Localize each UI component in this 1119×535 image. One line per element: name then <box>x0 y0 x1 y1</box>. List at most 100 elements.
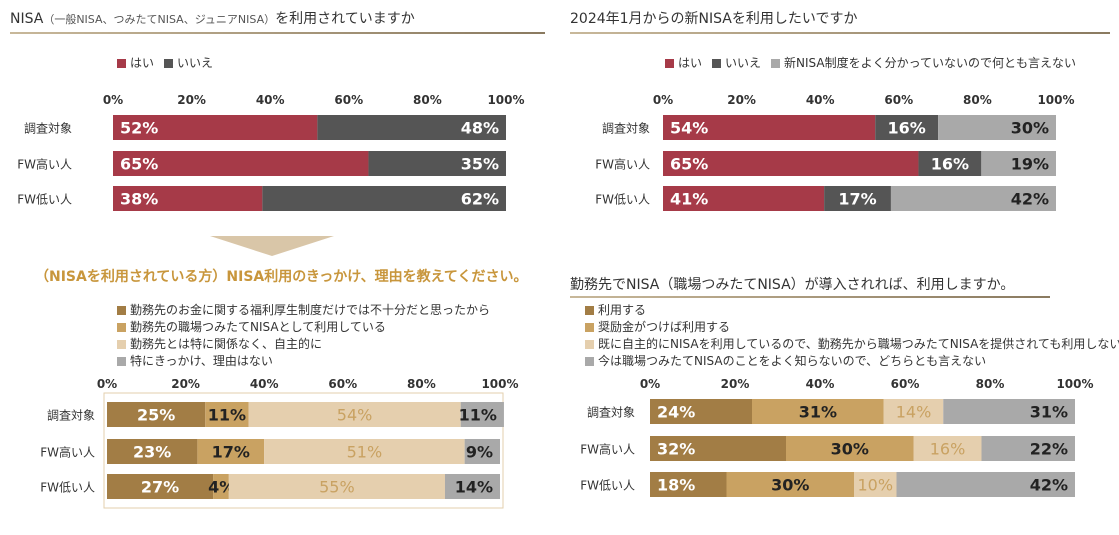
bar-segment <box>663 151 919 176</box>
bar-segment <box>464 439 500 464</box>
x-tick-label: 100% <box>1037 93 1074 107</box>
x-tick-label: 60% <box>334 93 363 107</box>
bar-segment <box>107 402 206 427</box>
data-label: 14% <box>455 478 493 497</box>
bar-segment <box>786 436 914 461</box>
legend-swatch <box>117 306 126 315</box>
data-label: 55% <box>319 478 355 497</box>
x-tick-label: 100% <box>487 93 524 107</box>
data-label: 42% <box>1011 190 1049 209</box>
bar-segment <box>663 186 825 211</box>
data-label: 30% <box>1011 119 1049 138</box>
data-label: 41% <box>670 190 708 209</box>
legend-item: 利用する <box>585 302 1119 319</box>
x-tick-label: 60% <box>328 377 357 391</box>
legend-label: 勤務先のお金に関する福利厚生制度だけでは不十分だと思ったから <box>130 303 491 317</box>
legend-swatch <box>585 306 594 315</box>
chart-legend: はい いいえ 新NISA制度をよく分かっていないので何とも言えない <box>665 55 1086 72</box>
x-tick-label: 20% <box>177 93 206 107</box>
data-label: 62% <box>461 190 499 209</box>
legend-swatch <box>117 340 126 349</box>
legend-label: 勤務先とは特に関係なく、自主的に <box>130 337 323 351</box>
bar-segment <box>918 151 982 176</box>
data-label: 30% <box>771 476 809 495</box>
legend-swatch <box>771 59 781 68</box>
legend-item: 奨励金がつけば利用する <box>585 319 1119 336</box>
data-label: 54% <box>337 406 373 425</box>
bar-segment <box>248 402 461 427</box>
legend-label: 勤務先の職場つみたてNISAとして利用している <box>130 320 386 334</box>
plot-frame <box>103 392 504 509</box>
x-tick-label: 0% <box>640 377 660 391</box>
bar-segment <box>890 186 1056 211</box>
x-tick-label: 0% <box>653 93 673 107</box>
category-label: FW低い人 <box>580 479 635 493</box>
title-rule <box>570 32 1110 34</box>
legend-swatch <box>585 357 594 366</box>
data-label: 16% <box>888 119 926 138</box>
legend-swatch <box>117 323 126 332</box>
bar-segment <box>726 472 854 497</box>
bar-segment <box>262 186 506 211</box>
data-label: 31% <box>1030 403 1068 422</box>
legend-swatch <box>585 340 594 349</box>
data-label: 17% <box>212 443 250 462</box>
panel-title: NISA（一般NISA、つみたてNISA、ジュニアNISA）を利用されていますか <box>10 11 415 27</box>
x-tick-label: 20% <box>721 377 750 391</box>
legend-item: 既に自主的にNISAを利用しているので、勤務先から職場つみたてNISAを提供され… <box>585 336 1119 353</box>
category-label: FW低い人 <box>17 193 72 207</box>
data-label: 31% <box>799 403 837 422</box>
bar-segment <box>107 439 198 464</box>
bar-segment <box>317 115 506 140</box>
category-label: 調査対象 <box>47 409 95 423</box>
x-tick-label: 80% <box>407 377 436 391</box>
panel-title: 2024年1月からの新NISAを利用したいですか <box>570 11 858 27</box>
chart-legend: はい いいえ <box>117 55 223 72</box>
data-label: 38% <box>120 190 158 209</box>
data-label: 24% <box>657 403 695 422</box>
x-tick-label: 80% <box>963 93 992 107</box>
legend-item: 今は職場つみたてNISAのことをよく知らないので、どちらとも言えない <box>585 353 1119 370</box>
down-arrow-icon <box>210 236 334 256</box>
legend-item: 勤務先とは特に関係なく、自主的に <box>117 336 490 353</box>
data-label: 65% <box>670 155 708 174</box>
data-label: 18% <box>657 476 695 495</box>
chart-legend: 利用する奨励金がつけば利用する 既に自主的にNISAを利用しているので、勤務先から… <box>585 302 1119 370</box>
x-tick-label: 80% <box>976 377 1005 391</box>
bar-segment <box>368 151 506 176</box>
legend-label: 既に自主的にNISAを利用しているので、勤務先から職場つみたてNISAを提供され… <box>598 337 1119 351</box>
legend-label: 利用する <box>598 303 647 317</box>
category-label: 調査対象 <box>602 122 650 136</box>
legend-label: はい <box>678 56 703 70</box>
legend-label: 新NISA制度をよく分かっていないので何とも言えない <box>784 56 1076 70</box>
bar-segment <box>752 399 884 424</box>
stacked-bar-chart: 0% 20% 40% 60% 80% 100% 調査対象 24% 31% 14% 31% FW高い人 3… <box>580 377 1094 497</box>
panel-title: 勤務先でNISA（職場つみたてNISA）が導入されれば、利用しますか。 <box>570 277 1015 293</box>
bar-segment <box>981 436 1075 461</box>
x-tick-label: 40% <box>256 93 285 107</box>
legend-item: 勤務先のお金に関する福利厚生制度だけでは不十分だと思ったから <box>117 302 490 319</box>
data-label: 4% <box>208 478 235 497</box>
bar-segment <box>824 186 891 211</box>
data-label: 25% <box>137 406 175 425</box>
data-label: 51% <box>347 443 383 462</box>
x-tick-label: 60% <box>891 377 920 391</box>
bar-segment <box>460 402 504 427</box>
data-label: 32% <box>657 440 695 459</box>
bar-segment <box>107 474 214 499</box>
x-tick-label: 100% <box>481 377 518 391</box>
x-tick-label: 40% <box>806 377 835 391</box>
x-tick-label: 20% <box>727 93 756 107</box>
data-label: 52% <box>120 119 158 138</box>
legend-label: いいえ <box>177 56 214 70</box>
bar-segment <box>854 472 897 497</box>
x-tick-label: 0% <box>97 377 117 391</box>
legend-swatch <box>665 59 674 68</box>
bar-segment <box>938 115 1056 140</box>
legend-swatch <box>164 59 174 68</box>
data-label: 65% <box>120 155 158 174</box>
stacked-bar-chart: 0% 20% 40% 60% 80% 100% 調査対象 52% 48% FW高い人 65% 35% F… <box>17 93 525 211</box>
data-label: 19% <box>1011 155 1049 174</box>
data-label: 54% <box>670 119 708 138</box>
legend-item: 勤務先の職場つみたてNISAとして利用している <box>117 319 490 336</box>
